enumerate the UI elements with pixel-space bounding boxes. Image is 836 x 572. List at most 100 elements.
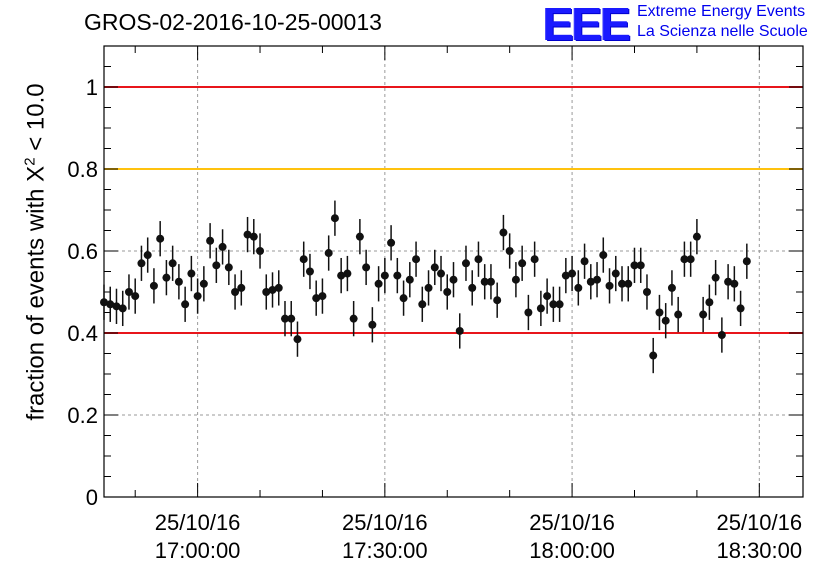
- data-point: [667, 283, 676, 292]
- data-point: [574, 283, 583, 292]
- data-point: [218, 242, 227, 251]
- data-point: [686, 255, 695, 264]
- data-point: [168, 259, 177, 268]
- data-point: [486, 277, 495, 286]
- data-point: [705, 298, 714, 307]
- y-tick-label: 0.4: [67, 321, 98, 346]
- data-point: [505, 247, 514, 255]
- data-point: [430, 263, 439, 272]
- data-point: [461, 259, 470, 268]
- data-point: [156, 234, 165, 243]
- x-tick-label-time: 17:00:00: [155, 538, 241, 563]
- data-point: [680, 255, 689, 264]
- data-point: [305, 267, 314, 276]
- data-point: [212, 261, 221, 270]
- data-point: [536, 304, 545, 313]
- data-point: [674, 310, 683, 319]
- x-tick-label-time: 18:00:00: [529, 538, 615, 563]
- data-point: [312, 294, 321, 303]
- data-point: [605, 281, 614, 290]
- data-point: [249, 232, 258, 241]
- data-point: [162, 273, 171, 282]
- data-point: [599, 251, 608, 260]
- data-point: [468, 283, 477, 292]
- data-point: [624, 279, 633, 288]
- data-point: [387, 238, 396, 247]
- x-tick-label-time: 18:30:00: [716, 538, 802, 563]
- data-point: [274, 283, 283, 292]
- data-point: [736, 304, 745, 313]
- x-tick-label-time: 17:30:00: [342, 538, 428, 563]
- data-point: [549, 300, 558, 309]
- data-point: [437, 269, 446, 278]
- data-point: [543, 292, 552, 301]
- data-point: [149, 281, 158, 290]
- data-point: [555, 300, 564, 309]
- data-point: [118, 304, 127, 313]
- data-point: [655, 308, 664, 317]
- data-point: [661, 316, 670, 325]
- data-point: [343, 269, 352, 278]
- y-tick-label: 0.6: [67, 239, 98, 264]
- data-point: [493, 296, 502, 305]
- data-point: [187, 269, 196, 278]
- x-tick-label-date: 25/10/16: [155, 510, 241, 535]
- data-point: [262, 288, 271, 296]
- data-point: [337, 271, 346, 280]
- data-point: [256, 247, 265, 255]
- data-point: [443, 288, 452, 296]
- data-point: [742, 257, 751, 266]
- data-point: [193, 292, 202, 301]
- data-point: [237, 283, 246, 292]
- data-point: [330, 214, 339, 223]
- data-point: [499, 228, 508, 237]
- data-point: [368, 320, 377, 329]
- data-point: [399, 294, 408, 303]
- data-point: [393, 271, 402, 280]
- data-point: [206, 236, 215, 245]
- y-tick-label: 0.8: [67, 157, 98, 182]
- data-point: [418, 300, 427, 309]
- data-point: [586, 277, 595, 286]
- data-point: [324, 249, 333, 258]
- data-point: [362, 263, 371, 272]
- data-point: [355, 232, 364, 241]
- data-point: [299, 255, 308, 264]
- data-point: [518, 259, 527, 268]
- data-point: [699, 310, 708, 319]
- data-point: [724, 277, 733, 286]
- x-tick-label-date: 25/10/16: [716, 510, 802, 535]
- data-point: [199, 279, 208, 288]
- data-point: [524, 308, 533, 317]
- y-tick-label: 0.2: [67, 403, 98, 428]
- data-point: [106, 300, 115, 309]
- x-tick-label-date: 25/10/16: [529, 510, 615, 535]
- data-point: [455, 326, 464, 335]
- logo-caption: Extreme Energy Events La Scienza nelle S…: [637, 2, 808, 42]
- data-point: [181, 300, 190, 309]
- data-point: [112, 302, 121, 311]
- logo-caption-line2: La Scienza nelle Scuole: [637, 23, 808, 40]
- data-point: [711, 273, 720, 282]
- chart-title: GROS-02-2016-10-25-00013: [84, 9, 382, 35]
- data-point: [730, 279, 739, 288]
- data-point: [405, 275, 414, 284]
- data-point: [636, 261, 645, 270]
- data-point: [243, 230, 252, 239]
- data-point: [293, 335, 302, 344]
- data-point: [618, 279, 627, 288]
- data-point: [530, 255, 539, 264]
- data-point: [593, 275, 602, 284]
- data-point: [124, 288, 133, 296]
- data-point: [580, 257, 589, 266]
- data-point: [642, 288, 651, 296]
- data-point: [268, 285, 277, 294]
- data-point: [143, 251, 152, 260]
- eee-logo: EEE: [543, 0, 631, 50]
- data-point: [380, 271, 389, 280]
- data-point: [561, 271, 570, 280]
- data-point: [137, 259, 146, 268]
- data-point: [511, 275, 520, 284]
- data-point: [349, 314, 358, 323]
